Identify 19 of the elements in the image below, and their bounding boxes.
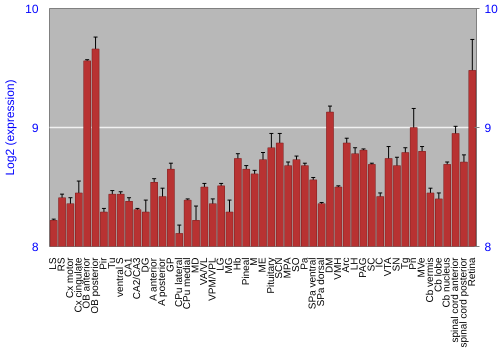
x-tick-label: DM <box>324 257 336 274</box>
x-tick-label: CA2/CA3 <box>132 257 143 300</box>
y2-tick-label: 8 <box>484 240 492 254</box>
x-tick-label: Tg <box>400 258 411 270</box>
x-tick-label: spinal cord posterior <box>458 256 470 348</box>
x-tick-label: SO <box>290 257 302 272</box>
x-tick-label: Retina <box>466 257 478 286</box>
y2-tick-label: 10 <box>484 2 498 16</box>
y2-tick-label: 9 <box>484 121 492 135</box>
x-tick-label: Pituitary <box>266 258 277 294</box>
y-tick-label: 10 <box>25 2 39 16</box>
y-axis-title: Log2 (expression) <box>3 79 18 176</box>
x-tick-label: RS <box>56 257 68 272</box>
x-tick-label: PAG <box>358 257 369 278</box>
x-tick-label: Hb <box>232 257 244 270</box>
y-tick-label: 9 <box>32 121 39 135</box>
y-tick-label: 8 <box>32 240 39 254</box>
x-tick-label: SN <box>391 257 402 272</box>
x-tick-label: ME <box>258 257 268 272</box>
